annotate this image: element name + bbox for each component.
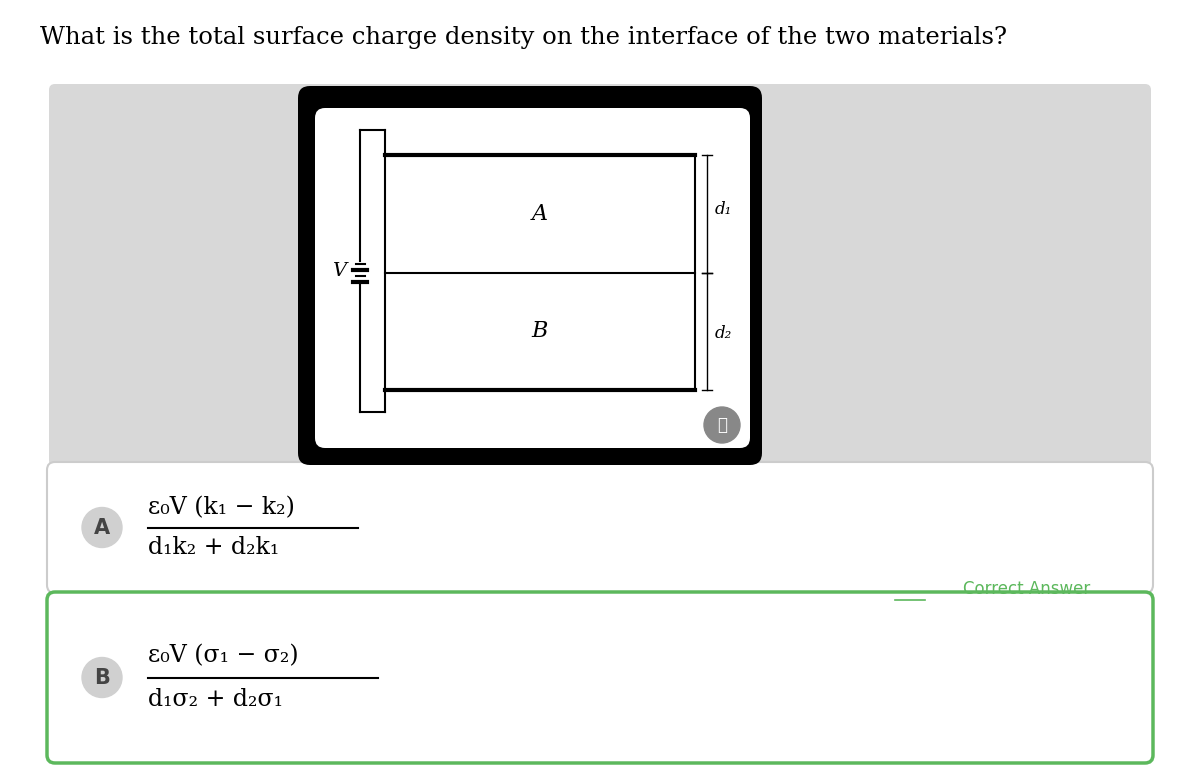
Circle shape — [704, 407, 740, 443]
FancyBboxPatch shape — [49, 84, 1151, 466]
Text: ⤢: ⤢ — [718, 416, 727, 434]
FancyBboxPatch shape — [47, 462, 1153, 593]
Text: ε₀V (k₁ − k₂): ε₀V (k₁ − k₂) — [148, 496, 295, 519]
Text: d₁k₂ + d₂k₁: d₁k₂ + d₂k₁ — [148, 536, 280, 559]
FancyBboxPatch shape — [47, 592, 1153, 763]
Text: V: V — [332, 262, 346, 279]
Circle shape — [82, 508, 122, 548]
Text: A: A — [532, 203, 548, 225]
FancyBboxPatch shape — [298, 86, 762, 465]
Text: A: A — [94, 518, 110, 538]
FancyBboxPatch shape — [314, 108, 750, 448]
Text: d₂: d₂ — [715, 324, 732, 341]
Text: Correct Answer: Correct Answer — [962, 580, 1090, 598]
Text: ε₀V (σ₁ − σ₂): ε₀V (σ₁ − σ₂) — [148, 644, 299, 667]
Circle shape — [82, 657, 122, 698]
Text: B: B — [532, 320, 548, 342]
Text: d₁: d₁ — [715, 201, 732, 218]
Text: What is the total surface charge density on the interface of the two materials?: What is the total surface charge density… — [40, 26, 1007, 49]
Text: d₁σ₂ + d₂σ₁: d₁σ₂ + d₂σ₁ — [148, 688, 283, 711]
Text: B: B — [94, 667, 110, 688]
